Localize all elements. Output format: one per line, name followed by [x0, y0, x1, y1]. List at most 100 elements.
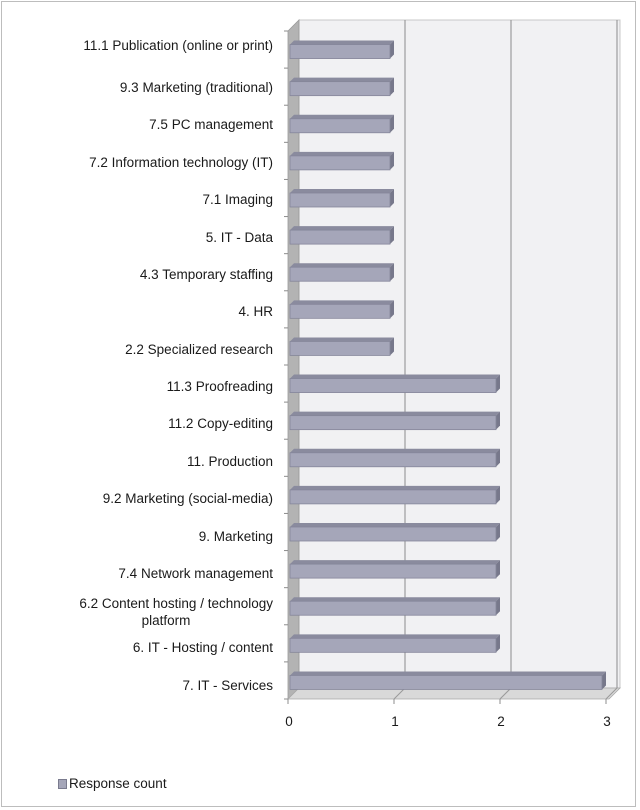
bar-front-face — [289, 526, 497, 542]
category-label: 7.2 Information technology (IT) — [89, 155, 273, 170]
bar-front-face — [289, 675, 603, 690]
legend-swatch — [58, 778, 67, 789]
bar-front-face — [289, 341, 391, 356]
bar — [289, 77, 394, 97]
bar — [289, 634, 500, 653]
bar-side-face — [390, 337, 394, 356]
category-label: 7.5 PC management — [149, 117, 273, 132]
bar-front-face — [289, 303, 391, 319]
bar-side-face — [496, 374, 500, 393]
x-tick-label: 2 — [497, 714, 505, 729]
bar — [289, 448, 500, 468]
category-label: 11. Production — [186, 454, 273, 469]
bar-front-face — [289, 229, 391, 245]
category-label: 11.3 Proofreading — [166, 379, 273, 394]
x-tick-label: 1 — [391, 714, 399, 729]
bar-side-face — [390, 226, 394, 245]
bar-side-face — [496, 597, 500, 616]
bar — [289, 671, 606, 690]
x-tick-label: 3 — [603, 714, 611, 729]
bar — [289, 114, 394, 134]
bar-front-face — [289, 563, 497, 579]
legend: Response count — [58, 776, 167, 791]
bar-side-face — [496, 485, 500, 504]
category-label: 6. IT - Hosting / content — [132, 640, 273, 655]
bar-side-face — [496, 448, 500, 467]
bar-front-face — [289, 192, 391, 208]
bar-front-face — [289, 44, 391, 59]
bar-side-face — [390, 151, 394, 170]
category-label: 9.3 Marketing (traditional) — [119, 80, 273, 95]
bars — [289, 40, 606, 690]
bar-top-face — [290, 151, 394, 156]
category-label: 4.3 Temporary staffing — [139, 267, 273, 282]
bar-front-face — [289, 266, 391, 282]
category-label: 9. Marketing — [198, 529, 273, 544]
category-label: 11.1 Publication (online or print) — [83, 38, 273, 53]
bar-side-face — [496, 523, 500, 541]
bar-side-face — [496, 634, 500, 653]
bar-side-face — [390, 40, 394, 59]
floor-gridline — [605, 687, 618, 700]
bar-side-face — [496, 560, 500, 579]
bar-top-face — [290, 560, 500, 565]
bar-top-face — [290, 523, 500, 527]
bar — [289, 40, 394, 59]
bar-top-face — [290, 189, 394, 193]
category-label: 6.2 Content hosting / technology — [79, 596, 273, 611]
bar-side-face — [390, 77, 394, 96]
bar-side-face — [496, 411, 500, 430]
bar-side-face — [390, 300, 394, 319]
legend-label: Response count — [69, 776, 167, 791]
category-label: 5. IT - Data — [205, 230, 273, 245]
bar-side-face — [390, 189, 394, 207]
bar-top-face — [290, 671, 606, 676]
bar-front-face — [289, 155, 391, 171]
bar — [289, 523, 500, 542]
category-label: 11.2 Copy-editing — [168, 416, 273, 431]
floor — [287, 687, 621, 700]
bar-side-face — [390, 114, 394, 133]
bar — [289, 300, 394, 319]
bar-top-face — [290, 263, 394, 268]
bar-front-face — [289, 600, 497, 616]
bar-top-face — [290, 374, 500, 379]
category-label: 7.1 Imaging — [202, 192, 273, 207]
x-tick-label: 0 — [285, 714, 293, 729]
bar-front-face — [289, 378, 497, 393]
category-label: 9.2 Marketing (social-media) — [102, 491, 273, 506]
bar — [289, 597, 500, 616]
category-label: 7.4 Network management — [118, 566, 273, 581]
bar — [289, 189, 394, 208]
bar-top-face — [290, 337, 394, 342]
bar — [289, 485, 500, 505]
bar — [289, 560, 500, 579]
bar-front-face — [289, 415, 497, 431]
bar — [289, 226, 394, 245]
bar — [289, 263, 394, 282]
bar-top-face — [290, 114, 394, 119]
axis-ticks — [284, 30, 607, 704]
bar-top-face — [290, 300, 394, 305]
bar-top-face — [290, 448, 500, 453]
bar-top-face — [290, 40, 394, 45]
category-label-continued: platform — [141, 613, 191, 628]
bar — [289, 337, 394, 356]
bar-front-face — [289, 452, 497, 468]
bar-top-face — [290, 485, 500, 490]
bar-side-face — [390, 263, 394, 282]
bar-front-face — [289, 118, 391, 134]
bar — [289, 374, 500, 393]
bar-front-face — [289, 637, 497, 653]
bar — [289, 151, 394, 171]
bar-top-face — [290, 597, 500, 602]
bar-front-face — [289, 489, 497, 505]
bar-top-face — [290, 634, 500, 639]
category-label: 7. IT - Services — [182, 678, 273, 693]
bar-top-face — [290, 77, 394, 82]
bar-side-face — [602, 671, 606, 690]
category-label: 4. HR — [238, 304, 273, 319]
bar-top-face — [290, 411, 500, 416]
